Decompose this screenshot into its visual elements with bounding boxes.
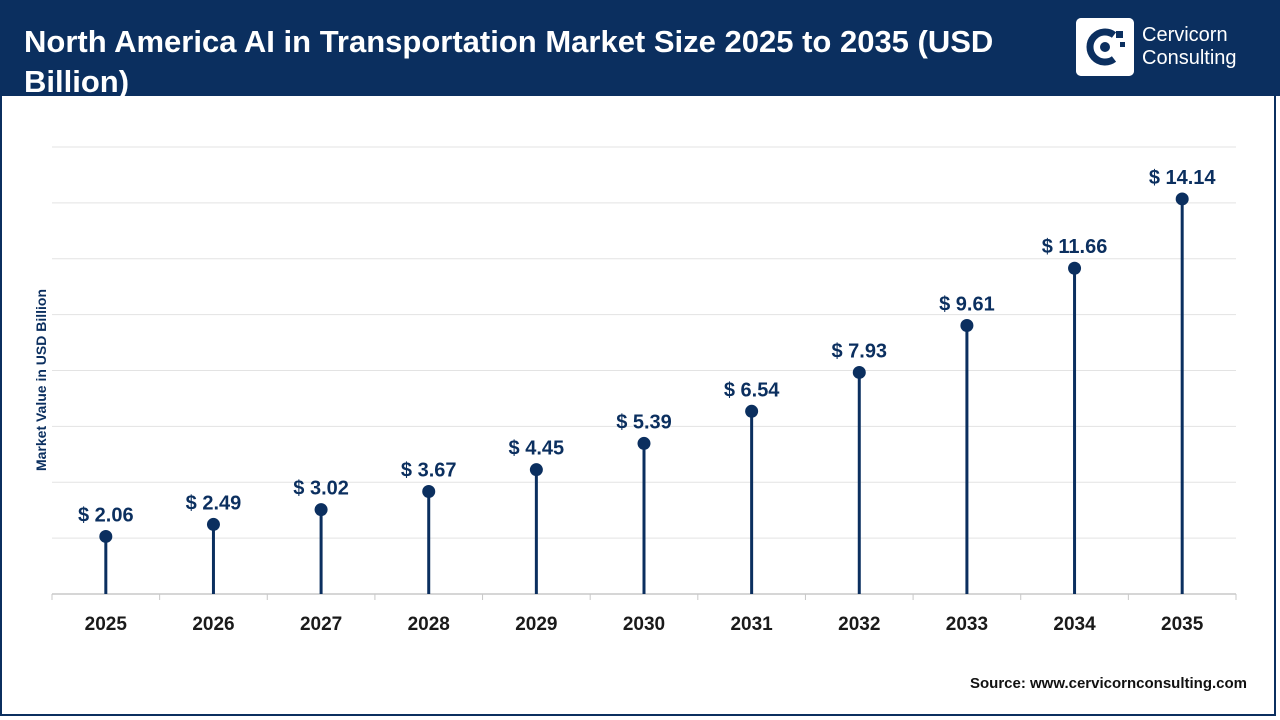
data-label: $ 2.06 (78, 504, 134, 526)
data-label: $ 2.49 (186, 492, 242, 514)
x-tick-label: 2032 (838, 614, 880, 635)
lollipop-point (637, 436, 651, 450)
lollipop-point (529, 463, 543, 477)
data-label: $ 6.54 (724, 379, 780, 401)
lollipop-chart: $ 2.06 $ 2.49 $ 3.02 $ 3.67 $ 4.45 $ 5.39 $ 6.… (51, 146, 1237, 635)
lollipop-point (1068, 261, 1082, 275)
x-axis (51, 593, 1237, 600)
lollipop-point (745, 404, 759, 418)
data-label: $ 3.67 (401, 459, 457, 481)
data-label: $ 7.93 (831, 340, 887, 362)
lollipop-point (422, 484, 436, 498)
x-tick-labels: 2025 2026 2027 2028 2029 2030 2031 2032 2033 2034… (85, 614, 1204, 635)
x-tick-label: 2031 (730, 614, 773, 635)
data-label: $ 5.39 (616, 411, 672, 433)
x-tick-label: 2025 (85, 614, 128, 635)
x-tick-label: 2033 (946, 614, 988, 635)
data-labels: $ 2.06 $ 2.49 $ 3.02 $ 3.67 $ 4.45 $ 5.39 $ 6.… (78, 167, 1216, 526)
x-tick-label: 2030 (623, 614, 665, 635)
data-label: $ 14.14 (1149, 167, 1217, 189)
lollipop-point (206, 517, 220, 531)
logo-wordmark: Cervicorn Consulting (1142, 24, 1237, 70)
lollipop-point (314, 503, 328, 517)
data-label: $ 11.66 (1042, 236, 1108, 258)
x-tick-label: 2026 (192, 614, 234, 635)
data-label: $ 3.02 (293, 478, 349, 500)
source-note: Source: www.cervicornconsulting.com (969, 675, 1247, 692)
lollipop-point (852, 365, 866, 379)
cervicorn-logo-icon (1076, 18, 1134, 76)
x-tick-label: 2027 (300, 614, 342, 635)
header-bar: North America AI in Transportation Marke… (0, 0, 1280, 99)
data-label: $ 4.45 (509, 438, 565, 460)
lollipop-point (1175, 192, 1189, 206)
data-label: $ 9.61 (939, 294, 995, 316)
company-logo: Cervicorn Consulting (1076, 18, 1266, 76)
logo-line-2: Consulting (1142, 47, 1237, 69)
lollipop-point (960, 319, 974, 333)
chart-title: North America AI in Transportation Marke… (24, 24, 994, 99)
x-tick-label: 2029 (515, 614, 557, 635)
x-tick-label: 2034 (1053, 614, 1096, 635)
y-axis-label: Market Value in USD Billion (33, 288, 49, 472)
x-tick-label: 2035 (1161, 614, 1204, 635)
x-tick-label: 2028 (408, 614, 450, 635)
logo-line-1: Cervicorn (1142, 24, 1228, 46)
data-marks (99, 192, 1189, 594)
lollipop-point (99, 529, 113, 543)
